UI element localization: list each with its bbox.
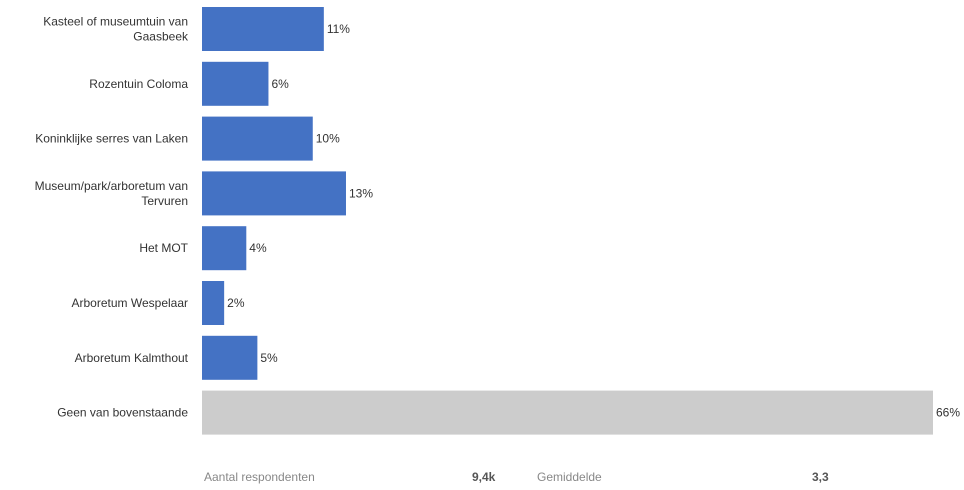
category-label: Museum/park/arboretum van Tervuren [35,179,188,208]
value-label: 5% [260,351,278,365]
average-label: Gemiddelde [537,470,602,484]
bar [202,61,269,106]
respondents-value: 9,4k [472,470,496,484]
value-label: 10% [316,132,340,146]
bar [202,171,346,216]
value-label: 6% [271,77,289,91]
bar [202,226,247,271]
bar [202,281,225,325]
average-value: 3,3 [812,470,829,484]
bar [202,335,258,380]
category-label: Geen van bovenstaande [57,406,188,420]
category-label: Arboretum Wespelaar [72,296,189,310]
value-label: 66% [936,406,960,420]
category-label: Arboretum Kalmthout [75,351,189,365]
category-label: Het MOT [139,241,188,255]
summary-footer: Aantal respondenten 9,4k Gemiddelde 3,3 [0,470,964,490]
value-label: 13% [349,186,373,200]
category-label: Koninklijke serres van Laken [35,132,188,146]
value-label: 4% [249,241,267,255]
respondents-label: Aantal respondenten [204,470,315,484]
bar [202,7,324,51]
bar [202,390,933,435]
value-label: 2% [227,296,245,310]
category-label: Rozentuin Coloma [89,77,188,91]
bar [202,116,313,161]
value-label: 11% [327,22,350,36]
category-label: Kasteel of museumtuin van Gaasbeek [43,15,189,44]
bar-chart: Kasteel of museumtuin van Gaasbeek 11% Roze… [35,7,960,435]
